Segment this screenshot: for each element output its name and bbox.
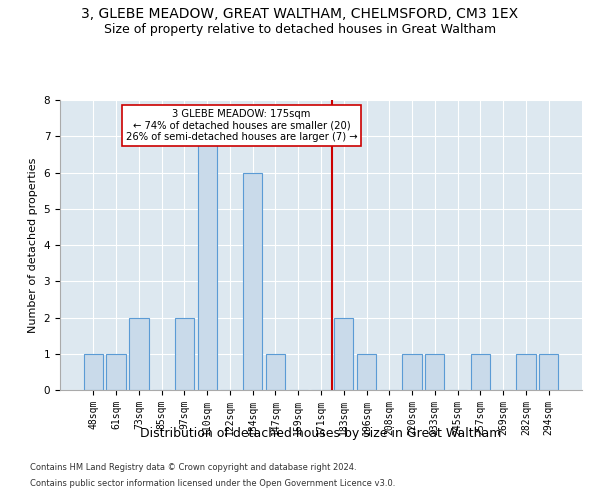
Text: 3, GLEBE MEADOW, GREAT WALTHAM, CHELMSFORD, CM3 1EX: 3, GLEBE MEADOW, GREAT WALTHAM, CHELMSFO… (82, 8, 518, 22)
Text: Distribution of detached houses by size in Great Waltham: Distribution of detached houses by size … (140, 428, 502, 440)
Bar (175, 318, 194, 390)
Y-axis label: Number of detached properties: Number of detached properties (28, 158, 38, 332)
Bar (357, 354, 376, 390)
Text: Size of property relative to detached houses in Great Waltham: Size of property relative to detached ho… (104, 22, 496, 36)
Bar (425, 354, 445, 390)
Bar (403, 354, 422, 390)
Text: 3 GLEBE MEADOW: 175sqm
← 74% of detached houses are smaller (20)
26% of semi-det: 3 GLEBE MEADOW: 175sqm ← 74% of detached… (125, 109, 357, 142)
Text: Contains HM Land Registry data © Crown copyright and database right 2024.: Contains HM Land Registry data © Crown c… (30, 464, 356, 472)
Bar (266, 354, 285, 390)
Bar (539, 354, 558, 390)
Text: Contains public sector information licensed under the Open Government Licence v3: Contains public sector information licen… (30, 478, 395, 488)
Bar (334, 318, 353, 390)
Bar (129, 318, 149, 390)
Bar (106, 354, 126, 390)
Bar (516, 354, 536, 390)
Bar (243, 172, 262, 390)
Bar (84, 354, 103, 390)
Bar (197, 136, 217, 390)
Bar (470, 354, 490, 390)
